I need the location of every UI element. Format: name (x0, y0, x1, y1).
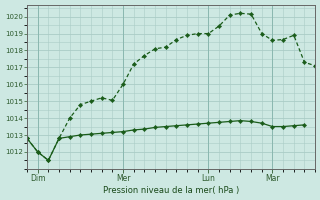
X-axis label: Pression niveau de la mer( hPa ): Pression niveau de la mer( hPa ) (103, 186, 239, 195)
